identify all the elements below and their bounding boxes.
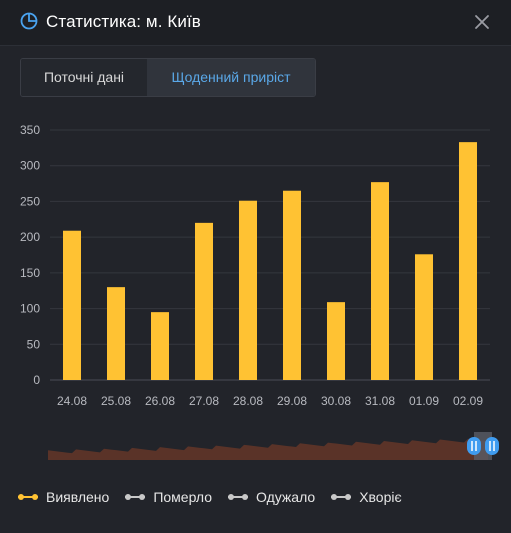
navigator-svg <box>48 432 499 460</box>
y-tick-label: 350 <box>20 123 40 137</box>
legend-label: Хворіє <box>359 489 402 505</box>
tab-daily-growth[interactable]: Щоденний приріст <box>147 59 315 96</box>
legend-swatch <box>18 494 38 500</box>
y-tick-label: 200 <box>20 230 40 244</box>
bar-chart: 0 50 100 150 200 250 300 350 24.08 25.08 26.08 27.0… <box>0 115 511 415</box>
bar[interactable] <box>415 254 433 380</box>
bar[interactable] <box>63 230 81 380</box>
title-bar: Статистика: м. Київ <box>0 0 511 46</box>
x-tick-label: 25.08 <box>101 394 131 408</box>
tab-current-data[interactable]: Поточні дані <box>21 59 147 96</box>
legend-swatch <box>228 494 249 500</box>
y-tick-label: 300 <box>20 159 40 173</box>
bar[interactable] <box>239 200 257 380</box>
chart-legend: Виявлено Померло Одужало Хворіє <box>16 486 416 508</box>
pie-chart-icon <box>20 12 38 30</box>
legend-swatch <box>125 494 146 500</box>
legend-item-sick[interactable]: Хворіє <box>329 489 402 505</box>
navigator-right-handle[interactable] <box>485 437 499 455</box>
navigator-series-area <box>48 438 488 460</box>
y-tick-label: 100 <box>20 302 40 316</box>
x-tick-label: 02.09 <box>453 394 483 408</box>
legend-label: Померло <box>153 489 213 505</box>
range-navigator[interactable] <box>48 430 508 464</box>
legend-swatch <box>331 494 352 500</box>
y-tick-label: 250 <box>20 194 40 208</box>
bar[interactable] <box>459 142 477 380</box>
legend-item-recovered[interactable]: Одужало <box>226 489 315 505</box>
close-icon[interactable] <box>470 10 494 34</box>
x-tick-label: 26.08 <box>145 394 175 408</box>
x-tick-label: 29.08 <box>277 394 307 408</box>
bar[interactable] <box>283 190 301 380</box>
legend-item-died[interactable]: Померло <box>123 489 212 505</box>
legend-label: Виявлено <box>46 489 110 505</box>
window-title: Статистика: м. Київ <box>46 12 201 31</box>
bar[interactable] <box>195 222 213 380</box>
x-tick-label: 27.08 <box>189 394 219 408</box>
x-tick-label: 31.08 <box>365 394 395 408</box>
x-tick-label: 28.08 <box>233 394 263 408</box>
navigator-left-handle[interactable] <box>467 437 481 455</box>
bar[interactable] <box>107 287 125 380</box>
legend-item-detected[interactable]: Виявлено <box>16 489 109 505</box>
legend-label: Одужало <box>256 489 316 505</box>
x-tick-label: 30.08 <box>321 394 351 408</box>
y-tick-label: 50 <box>27 337 41 351</box>
y-tick-label: 150 <box>20 266 40 280</box>
view-tabs: Поточні дані Щоденний приріст <box>20 58 316 97</box>
bar[interactable] <box>371 182 389 380</box>
chart-svg: 0 50 100 150 200 250 300 350 24.08 25.08 26.08 27.0… <box>20 123 490 408</box>
x-tick-label: 01.09 <box>409 394 439 408</box>
y-tick-label: 0 <box>33 373 40 387</box>
bar[interactable] <box>327 302 345 380</box>
x-tick-label: 24.08 <box>57 394 87 408</box>
bar[interactable] <box>151 312 169 380</box>
